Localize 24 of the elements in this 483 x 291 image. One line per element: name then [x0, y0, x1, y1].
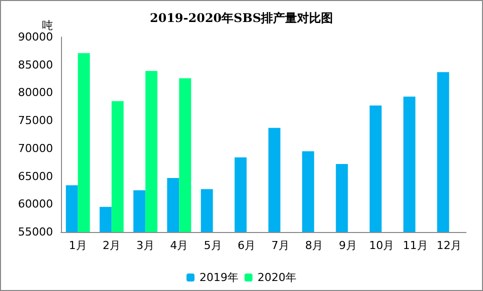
y-tick-label: 75000	[18, 114, 53, 128]
x-tick-label: 1月	[68, 239, 87, 252]
x-tick-label: 3月	[136, 239, 154, 252]
x-tick-label: 10月	[369, 239, 394, 252]
x-tick-label: 9月	[338, 239, 357, 252]
x-tick-label: 2月	[102, 239, 121, 252]
y-tick-label: 70000	[18, 142, 53, 155]
y-tick-label: 90000	[18, 30, 53, 44]
x-tick-label: 7月	[271, 239, 290, 252]
chart-title: 2019-2020年SBS排产量对比图	[150, 11, 334, 25]
y-tick-label: 80000	[18, 86, 53, 100]
y-tick-label: 60000	[18, 198, 53, 211]
x-tick-label: 5月	[204, 239, 222, 252]
x-tick-label: 11月	[402, 239, 428, 252]
y-tick-label: 85000	[18, 58, 53, 72]
x-tick-label: 12月	[436, 239, 462, 252]
x-tick-label: 4月	[170, 239, 188, 252]
x-tick-label: 8月	[305, 239, 324, 252]
x-tick-label: 6月	[238, 239, 256, 252]
y-axis-title: 吨	[42, 19, 53, 32]
y-tick-label: 55000	[18, 226, 53, 238]
y-tick-label: 65000	[18, 170, 53, 183]
legend-label: 2020年	[258, 271, 296, 284]
legend-label: 2019年	[200, 271, 239, 284]
